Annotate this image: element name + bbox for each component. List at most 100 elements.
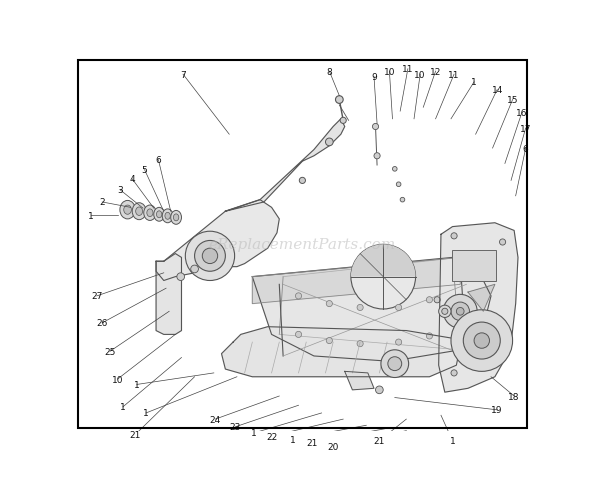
Text: 12: 12	[430, 67, 441, 76]
Circle shape	[438, 305, 451, 318]
Text: 21: 21	[130, 430, 141, 439]
Text: 1: 1	[450, 436, 455, 445]
Circle shape	[395, 305, 402, 311]
Circle shape	[463, 322, 500, 359]
Text: 4: 4	[129, 175, 135, 184]
Polygon shape	[253, 258, 460, 304]
Circle shape	[340, 118, 346, 124]
Text: 11: 11	[402, 65, 414, 74]
Text: 8: 8	[326, 67, 332, 76]
Text: 25: 25	[104, 347, 116, 356]
Circle shape	[374, 153, 380, 160]
Circle shape	[191, 266, 198, 273]
Text: 27: 27	[91, 292, 103, 301]
Circle shape	[474, 333, 490, 348]
Circle shape	[500, 240, 506, 245]
Text: 19: 19	[491, 406, 503, 414]
Circle shape	[336, 96, 343, 104]
Circle shape	[457, 308, 464, 316]
Ellipse shape	[154, 208, 165, 222]
Text: 10: 10	[414, 71, 426, 79]
Text: 1: 1	[120, 403, 126, 411]
Circle shape	[443, 295, 477, 329]
Text: 7: 7	[180, 71, 186, 79]
Circle shape	[351, 245, 415, 309]
Ellipse shape	[124, 206, 132, 215]
Text: 14: 14	[491, 86, 503, 95]
Wedge shape	[351, 245, 415, 277]
Circle shape	[381, 350, 409, 378]
Text: 17: 17	[520, 124, 532, 133]
Text: 6: 6	[156, 156, 161, 165]
Polygon shape	[156, 200, 279, 281]
Text: 15: 15	[507, 96, 519, 105]
Text: 6: 6	[523, 144, 529, 153]
Polygon shape	[345, 372, 374, 390]
Polygon shape	[468, 285, 495, 312]
Circle shape	[357, 341, 363, 347]
Text: 3: 3	[117, 186, 123, 195]
Circle shape	[326, 338, 332, 344]
Text: 5: 5	[142, 166, 148, 175]
Text: 24: 24	[209, 415, 221, 424]
Circle shape	[326, 301, 332, 307]
Polygon shape	[253, 258, 491, 362]
Text: 9: 9	[371, 73, 377, 82]
Text: 1: 1	[143, 408, 149, 418]
Text: 10: 10	[384, 67, 395, 76]
Circle shape	[400, 198, 405, 202]
Text: 20: 20	[327, 442, 339, 452]
Circle shape	[372, 124, 379, 130]
Circle shape	[396, 182, 401, 187]
Circle shape	[375, 386, 384, 394]
Circle shape	[296, 332, 301, 338]
Ellipse shape	[147, 210, 153, 217]
Text: 22: 22	[266, 432, 277, 440]
FancyBboxPatch shape	[452, 251, 496, 282]
Circle shape	[296, 293, 301, 300]
Circle shape	[202, 249, 218, 264]
Text: 21: 21	[373, 436, 385, 445]
Text: 1: 1	[471, 78, 477, 87]
Ellipse shape	[165, 213, 171, 220]
Text: 18: 18	[509, 392, 520, 401]
Circle shape	[177, 273, 185, 281]
Polygon shape	[438, 223, 518, 393]
Circle shape	[326, 139, 333, 147]
Circle shape	[427, 333, 432, 339]
Text: 23: 23	[230, 423, 241, 431]
Circle shape	[451, 302, 470, 321]
Circle shape	[451, 233, 457, 240]
Circle shape	[195, 241, 225, 272]
Ellipse shape	[173, 214, 179, 221]
Circle shape	[388, 357, 402, 371]
Circle shape	[392, 167, 397, 172]
Circle shape	[427, 297, 432, 303]
Ellipse shape	[156, 212, 162, 218]
Text: 21: 21	[307, 438, 318, 447]
Circle shape	[434, 297, 440, 303]
Polygon shape	[221, 327, 460, 377]
Ellipse shape	[132, 203, 146, 220]
Text: 26: 26	[97, 318, 108, 328]
Text: 16: 16	[516, 109, 527, 118]
Circle shape	[451, 310, 513, 372]
Ellipse shape	[171, 211, 182, 225]
Circle shape	[442, 309, 448, 315]
Ellipse shape	[144, 206, 156, 221]
Circle shape	[451, 370, 457, 376]
Text: 1: 1	[251, 428, 257, 438]
Text: 11: 11	[448, 71, 460, 79]
Circle shape	[395, 339, 402, 346]
Ellipse shape	[120, 201, 135, 219]
Ellipse shape	[136, 208, 143, 216]
Text: eReplacementParts.com: eReplacementParts.com	[209, 237, 396, 251]
Circle shape	[299, 178, 306, 184]
Circle shape	[185, 232, 235, 281]
Text: 1: 1	[88, 211, 93, 220]
Circle shape	[357, 305, 363, 311]
Polygon shape	[156, 254, 182, 335]
Ellipse shape	[162, 210, 173, 223]
Text: 10: 10	[112, 375, 123, 384]
Polygon shape	[225, 120, 345, 212]
